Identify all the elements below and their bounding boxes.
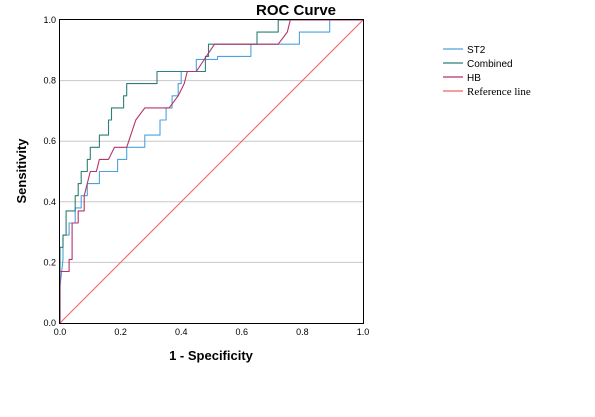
series-line-hb [59,19,363,323]
chart-title: ROC Curve [256,2,336,19]
series-line-reference-line [59,19,364,324]
y-tick-label: 0.2 [43,257,56,267]
tick-labels: 0.0 0.2 0.4 0.6 0.8 1.0 0.0 0.2 0.4 0.6 0.8 1.0 [43,15,369,337]
y-tick-label: 0.6 [43,136,56,146]
plot-frame [59,19,364,324]
legend-label-hb: HB [467,73,481,84]
legend-label-st2: ST2 [467,45,486,56]
series-line-combined [59,19,363,323]
x-tick-label: 0.4 [175,327,188,337]
legend-label-reference-line: Reference line [467,86,531,98]
legend-label-combined: Combined [467,59,513,70]
y-axis-title: Sensitivity [14,138,29,204]
y-tick-label: 0.8 [43,76,56,86]
legend: ST2 Combined HB Reference line [443,45,531,98]
x-tick-label: 1.0 [357,327,370,337]
y-tick-label: 0.0 [43,318,56,328]
y-tick-label: 0.4 [43,197,56,207]
x-tick-label: 0.2 [114,327,127,337]
reference-line-layer [59,19,364,324]
series-line-st2 [59,19,363,323]
x-axis-title: 1 - Specificity [169,348,254,363]
grid-lines [60,80,363,263]
series-layer [59,19,363,323]
x-tick-label: 0.8 [296,327,309,337]
y-tick-label: 1.0 [43,15,56,25]
x-tick-label: 0.0 [54,327,67,337]
x-tick-label: 0.6 [236,327,249,337]
